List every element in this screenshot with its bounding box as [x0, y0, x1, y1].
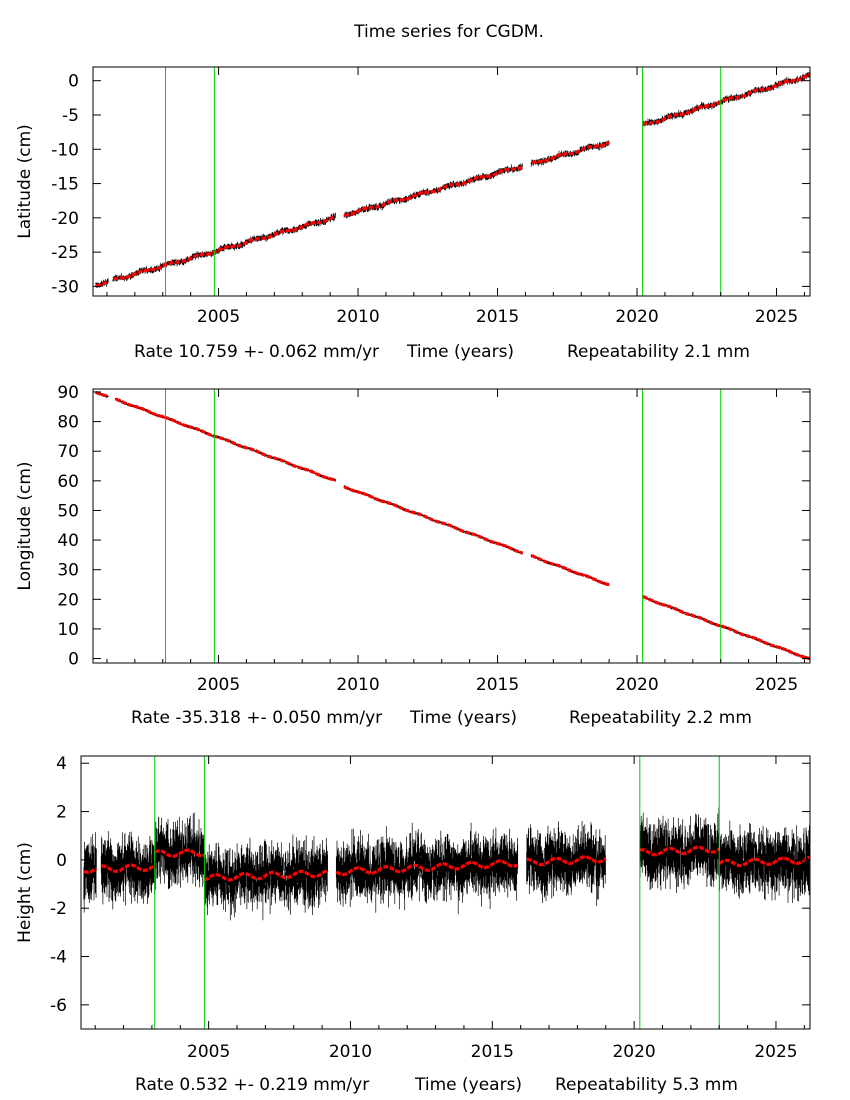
latitude-x-tick-label: 2025: [755, 307, 798, 327]
latitude-y-axis-label: Latitude (cm): [15, 124, 35, 239]
latitude-repeatability-text: Repeatability 2.1 mm: [567, 342, 750, 362]
height-y-tick-label: 4: [56, 754, 67, 774]
height-y-tick-label: 0: [56, 851, 67, 871]
height-y-tick-label: -6: [50, 996, 67, 1016]
height-repeatability-text: Repeatability 5.3 mm: [555, 1075, 738, 1095]
height-model-segment: [718, 855, 811, 868]
longitude-y-tick-label: 0: [68, 650, 79, 670]
height-y-tick-label: 2: [56, 803, 67, 823]
longitude-x-tick-label: 2025: [755, 675, 798, 695]
latitude-y-tick-label: -25: [51, 243, 79, 263]
longitude-plot-frame: [92, 388, 811, 664]
latitude-y-tick-label: -10: [51, 140, 79, 160]
height-model-segment: [83, 863, 156, 874]
longitude-model-segment: [343, 485, 610, 587]
latitude-model-segment: [642, 72, 811, 126]
height-model-segment: [153, 848, 205, 858]
latitude-ticks: 2005 2010 2015 2020 2025 0 -5 -10 -15 -20 -25 -30: [51, 67, 810, 327]
longitude-y-axis-label: Longitude (cm): [15, 461, 35, 590]
height-x-axis-label: Time (years): [414, 1075, 522, 1095]
height-x-tick-label: 2015: [471, 1042, 514, 1062]
height-y-tick-label: -2: [50, 899, 67, 919]
height-model-segment: [639, 845, 721, 857]
height-model-segment: [203, 868, 329, 882]
height-rate-text: Rate 0.532 +- 0.219 mm/yr: [135, 1075, 369, 1095]
latitude-plot-frame: [92, 66, 811, 297]
height-ticks: 2005 2010 2015 2020 2025 4 2 0 -2 -4 -6: [50, 754, 810, 1062]
longitude-x-axis-label: Time (years): [409, 708, 517, 728]
longitude-y-tick-label: 80: [57, 413, 79, 433]
height-y-tick-label: -4: [50, 948, 67, 968]
latitude-offset-lines: [165, 67, 722, 296]
longitude-x-tick-label: 2010: [336, 675, 379, 695]
longitude-x-tick-label: 2015: [476, 675, 519, 695]
height-x-tick-label: 2020: [612, 1042, 655, 1062]
latitude-model-segment: [344, 141, 610, 217]
height-x-tick-label: 2025: [754, 1042, 797, 1062]
latitude-y-tick-label: -5: [62, 106, 79, 126]
latitude-x-tick-label: 2020: [615, 307, 658, 327]
latitude-x-axis-label: Time (years): [406, 342, 514, 362]
latitude-y-tick-label: -20: [51, 209, 79, 229]
longitude-y-tick-label: 10: [57, 620, 79, 640]
latitude-model-segment: [95, 214, 337, 288]
latitude-rate-text: Rate 10.759 +- 0.062 mm/yr: [134, 342, 379, 362]
page-title: Time series for CGDM.: [354, 22, 544, 42]
latitude-x-tick-label: 2015: [476, 307, 519, 327]
longitude-y-tick-label: 30: [57, 561, 79, 581]
latitude-y-tick-label: 0: [68, 72, 79, 92]
height-offset-lines: [154, 756, 720, 1029]
height-data-segment: [335, 821, 606, 915]
longitude-rate-text: Rate -35.318 +- 0.050 mm/yr: [131, 708, 382, 728]
longitude-model-line: [94, 390, 811, 661]
height-x-tick-label: 2005: [187, 1042, 230, 1062]
longitude-y-tick-label: 40: [57, 531, 79, 551]
latitude-model-line: [95, 72, 811, 288]
latitude-y-tick-label: -30: [51, 277, 79, 297]
height-model-segment: [335, 855, 607, 877]
longitude-y-tick-label: 50: [57, 501, 79, 521]
longitude-y-tick-label: 90: [57, 383, 79, 403]
longitude-x-tick-label: 2005: [197, 675, 240, 695]
height-model-line: [83, 845, 811, 882]
height-plot-frame: [80, 755, 811, 1030]
latitude-x-tick-label: 2010: [336, 307, 379, 327]
longitude-model-segment: [94, 390, 337, 482]
longitude-y-tick-label: 20: [57, 590, 79, 610]
longitude-x-tick-label: 2020: [615, 675, 658, 695]
height-x-tick-label: 2010: [329, 1042, 372, 1062]
longitude-model-segment: [642, 594, 811, 661]
longitude-offset-lines: [165, 389, 722, 663]
longitude-y-tick-label: 70: [57, 442, 79, 462]
latitude-y-tick-label: -15: [51, 175, 79, 195]
height-y-axis-label: Height (cm): [15, 842, 35, 943]
latitude-x-tick-label: 2005: [197, 307, 240, 327]
longitude-repeatability-text: Repeatability 2.2 mm: [569, 708, 752, 728]
longitude-y-tick-label: 60: [57, 472, 79, 492]
